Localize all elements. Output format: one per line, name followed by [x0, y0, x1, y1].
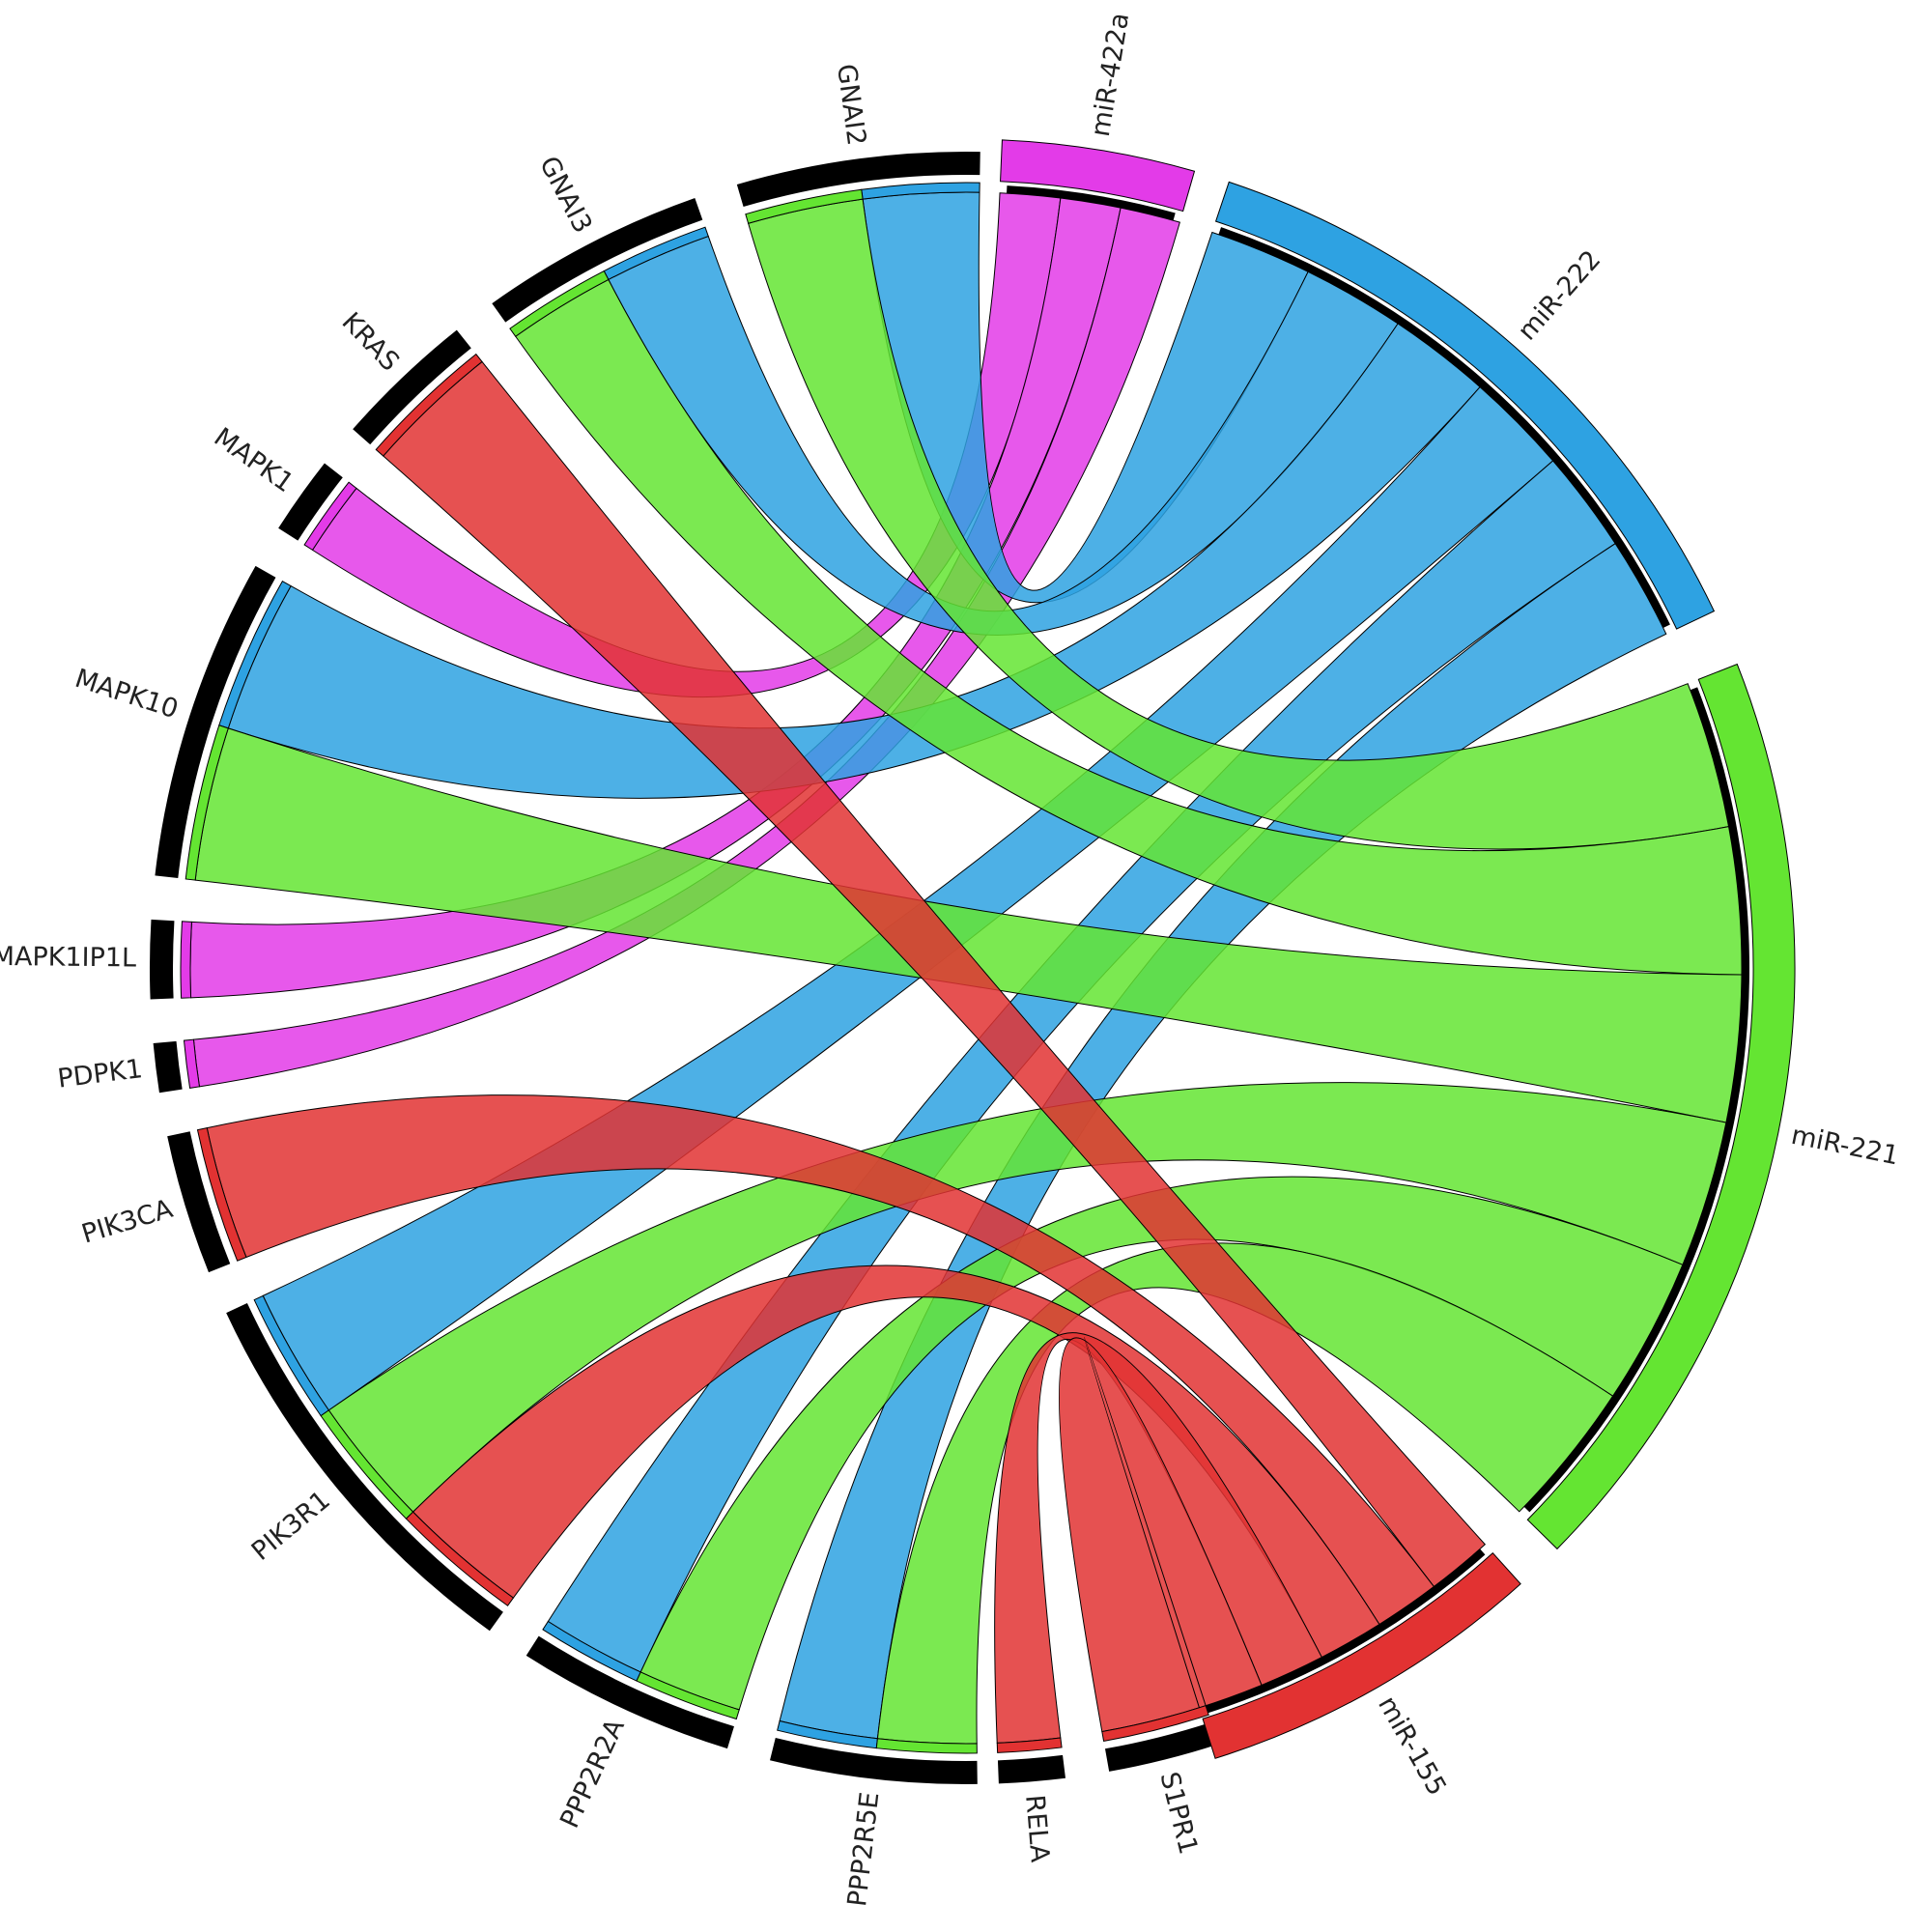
- gene-strip-PPP2R2A-miR-221: [636, 1671, 740, 1720]
- gene-arc-gnai3: [492, 197, 703, 323]
- ribbon-miR-221-MAPK10: [194, 727, 1743, 1123]
- gene-label-pik3r1: PIK3R1: [246, 1485, 336, 1567]
- gene-strip-GNAI3-miR-222: [603, 226, 709, 281]
- gene-strip-GNAI3-miR-221: [509, 270, 610, 337]
- gene-strip-GNAI2-miR-222: [861, 182, 980, 200]
- gene-strip-PPP2R5E-miR-221: [875, 1738, 978, 1754]
- gene-arc-s1pr1: [1104, 1721, 1219, 1772]
- gene-label-gnai3: GNAI3: [533, 152, 598, 238]
- ribbon-miR-221-GNAI2: [747, 198, 1730, 850]
- gene-arc-ppp2r5e: [770, 1737, 978, 1785]
- gene-label-ppp2r2a: PPP2R2A: [554, 1714, 631, 1833]
- gene-arc-pdpk1: [153, 1040, 183, 1094]
- gene-label-gnai2: GNAI2: [831, 62, 871, 147]
- gene-strip-PIK3R1-miR-222: [253, 1294, 330, 1417]
- gene-label-mapk1: MAPK1: [209, 422, 299, 498]
- gene-strip-PDPK1-miR-422a: [183, 1038, 201, 1089]
- gene-arc-mapk1: [278, 463, 343, 541]
- gene-arc-rela: [997, 1754, 1065, 1784]
- ribbon-miR-155-RELA: [994, 1332, 1322, 1744]
- mirna-arc-mir-155: [1202, 1551, 1521, 1759]
- mirna-label-mir-221: miR-221: [1789, 1121, 1902, 1172]
- mirna-band-mir-155: [1206, 1548, 1486, 1714]
- ribbon-miR-155-PIK3CA: [206, 1094, 1435, 1626]
- gene-strip-KRAS-miR-155: [375, 353, 483, 457]
- gene-strip-GNAI2-miR-221: [745, 188, 864, 224]
- gene-strip-PIK3R1-miR-155: [405, 1511, 515, 1606]
- ribbon-miR-222-GNAI3: [608, 235, 1399, 636]
- gene-strip-PIK3R1-miR-221: [320, 1409, 414, 1520]
- gene-strip-PPP2R2A-miR-222: [542, 1620, 641, 1682]
- mirna-label-mir-222: miR-222: [1512, 245, 1606, 347]
- ribbon-miR-155-PIK3R1: [412, 1264, 1380, 1659]
- arcs-layer: [149, 139, 1796, 1785]
- gene-strip-MAPK1IP1L-miR-422a: [180, 921, 192, 999]
- gene-arc-mapk1ip1l: [149, 919, 175, 1000]
- gene-arc-gnai2: [736, 152, 980, 207]
- gene-label-rela: RELA: [1019, 1794, 1055, 1864]
- gene-arc-ppp2r2a: [526, 1635, 734, 1749]
- gene-strip-PIK3CA-miR-155: [196, 1126, 247, 1262]
- mirna-label-mir-155: miR-155: [1372, 1691, 1452, 1801]
- mirna-arc-mir-221: [1526, 663, 1796, 1550]
- gene-strip-PPP2R5E-miR-222: [777, 1719, 878, 1749]
- gene-label-s1pr1: S1PR1: [1153, 1769, 1203, 1857]
- ribbon-miR-221-GNAI3: [515, 278, 1743, 976]
- gene-strip-MAPK10-miR-221: [185, 724, 229, 881]
- gene-strip-MAPK1-miR-422a: [303, 481, 357, 552]
- gene-label-ppp2r5e: PPP2R5E: [842, 1791, 885, 1909]
- mirna-band-mir-422a: [1007, 185, 1176, 221]
- gene-label-pdpk1: PDPK1: [56, 1054, 144, 1094]
- gene-label-mapk10: MAPK10: [71, 664, 182, 725]
- mirna-arc-mir-222: [1214, 181, 1716, 630]
- gene-strip-S1PR1-miR-155: [1101, 1705, 1209, 1742]
- gene-arc-kras: [353, 329, 471, 445]
- gene-arc-pik3r1: [226, 1302, 503, 1632]
- mirna-arc-mir-422a: [1000, 139, 1196, 213]
- gene-label-pik3ca: PIK3CA: [78, 1194, 177, 1250]
- gene-label-mapk1ip1l: MAPK1IP1L: [0, 942, 136, 974]
- mirna-label-mir-422a: miR-422a: [1086, 11, 1135, 139]
- ribbon-miR-155-KRAS: [383, 360, 1487, 1588]
- ribbon-miR-155-S1PR1: [1058, 1337, 1263, 1733]
- gene-strip-RELA-miR-155: [996, 1737, 1063, 1753]
- gene-strip-MAPK10-miR-222: [218, 580, 292, 729]
- gene-arc-pik3ca: [167, 1131, 231, 1273]
- gene-arc-mapk10: [155, 565, 276, 879]
- ribbons-layer: [189, 191, 1743, 1745]
- gene-label-kras: KRAS: [336, 307, 405, 378]
- ribbon-miR-221-PIK3R1: [327, 1082, 1727, 1513]
